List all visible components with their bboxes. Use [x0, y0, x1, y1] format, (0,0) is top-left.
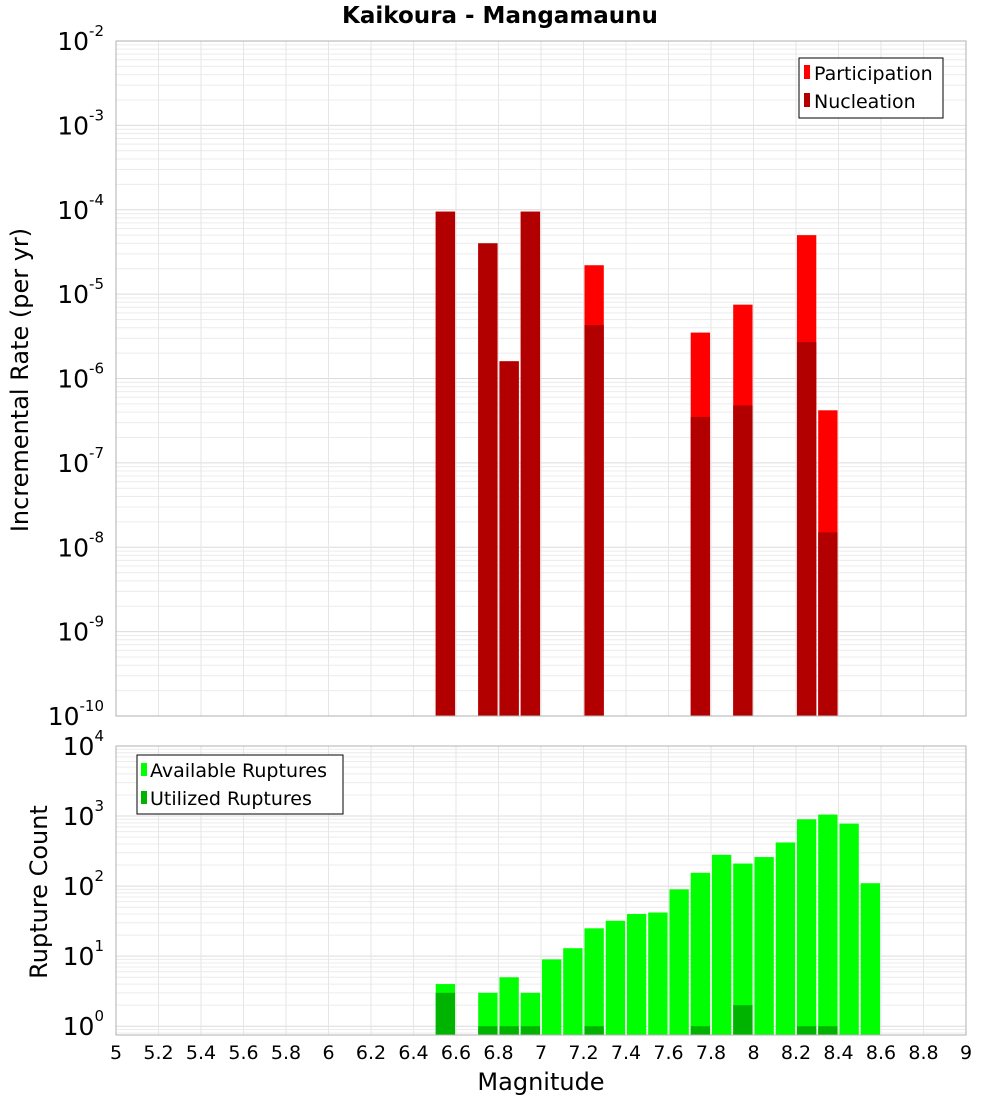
- x-tick-label: 5.4: [186, 1042, 216, 1064]
- x-tick-label: 6.8: [483, 1042, 513, 1064]
- x-tick-label: 5.2: [143, 1042, 173, 1064]
- bottom-y-tick-label: 103: [63, 797, 104, 831]
- top-bar-nucleation-6.85: [499, 361, 519, 716]
- top-legend: Participation Nucleation: [798, 57, 944, 119]
- chart-title: Kaikoura - Mangamaunu: [342, 3, 658, 29]
- legend-swatch-utilized: [141, 791, 147, 804]
- top-chart-bars: [435, 211, 838, 717]
- bottom-bar-available-ruptures-8.55: [860, 883, 881, 1035]
- top-y-tick-label: 10-3: [57, 106, 104, 140]
- bottom-y-axis-label: Rupture Count: [25, 805, 53, 979]
- x-tick-label: 6: [322, 1042, 334, 1064]
- bottom-bar-utilized-ruptures-6.75: [478, 1026, 498, 1035]
- x-tick-label: 8.8: [908, 1042, 938, 1064]
- top-y-tick-label: 10-9: [57, 613, 104, 647]
- bottom-bar-available-ruptures-8.05: [754, 857, 774, 1035]
- bottom-bar-utilized-ruptures-7.75: [690, 1026, 711, 1035]
- top-y-tick-label: 10-2: [57, 22, 104, 56]
- top-y-tick-label: 10-4: [57, 191, 104, 225]
- x-tick-label: 5: [110, 1042, 122, 1064]
- x-tick-label: 6.4: [398, 1042, 428, 1064]
- bottom-bar-utilized-ruptures-7.95: [733, 1005, 753, 1035]
- x-tick-label: 7.8: [696, 1042, 726, 1064]
- x-tick-label: 7.6: [653, 1042, 683, 1064]
- top-bar-nucleation-8.25: [796, 342, 817, 716]
- bottom-bar-utilized-ruptures-7.25: [584, 1026, 604, 1035]
- top-y-tick-label: 10-8: [57, 528, 104, 562]
- legend-label-utilized: Utilized Ruptures: [150, 788, 312, 810]
- bottom-bar-available-ruptures-7.95: [733, 863, 753, 1035]
- bottom-bar-utilized-ruptures-6.85: [499, 1026, 519, 1035]
- bottom-y-tick-label: 102: [63, 867, 104, 901]
- bottom-bar-available-ruptures-7.15: [563, 948, 583, 1035]
- bottom-bar-available-ruptures-6.75: [478, 992, 498, 1035]
- legend-label-participation: Participation: [814, 63, 933, 85]
- bottom-bar-available-ruptures-7.05: [541, 959, 562, 1035]
- legend-label-nucleation: Nucleation: [814, 91, 916, 113]
- legend-swatch-participation: [804, 65, 810, 79]
- x-tick-label: 9: [960, 1042, 972, 1064]
- top-bar-nucleation-7.95: [733, 405, 753, 716]
- bottom-bar-available-ruptures-7.25: [584, 928, 604, 1035]
- top-y-tick-label: 10-7: [57, 444, 104, 478]
- x-tick-label: 6.2: [356, 1042, 386, 1064]
- bottom-bar-utilized-ruptures-6.95: [520, 1026, 541, 1035]
- x-tick-label: 8.6: [866, 1042, 896, 1064]
- x-tick-label: 7: [535, 1042, 547, 1064]
- bottom-legend: Available Ruptures Utilized Ruptures: [136, 754, 344, 815]
- x-tick-labels: 5 5.2 5.4 5.6 5.8 6 6.2 6.4 6.6 6.8 7 7.2 7.4 7.6 7.8 8…: [110, 1042, 972, 1064]
- bottom-plot-frame: [115, 745, 967, 1036]
- x-tick-label: 6.6: [441, 1042, 471, 1064]
- legend-swatch-available: [141, 763, 147, 776]
- bottom-bar-available-ruptures-7.55: [648, 912, 668, 1035]
- bottom-bar-available-ruptures-7.45: [626, 914, 647, 1035]
- x-axis-label: Magnitude: [477, 1068, 604, 1096]
- top-y-tick-label: 10-10: [48, 697, 104, 731]
- top-y-tick-label: 10-6: [57, 360, 104, 394]
- bottom-y-tick-label: 101: [63, 937, 104, 971]
- bottom-bar-available-ruptures-7.85: [711, 854, 732, 1035]
- bottom-y-tick-labels: 100 101 102 103 104: [63, 727, 104, 1041]
- top-bar-nucleation-8.35: [818, 532, 838, 716]
- top-bar-nucleation-6.75: [478, 243, 498, 717]
- bottom-bar-available-ruptures-8.45: [839, 823, 859, 1035]
- top-bar-nucleation-7.75: [690, 416, 711, 716]
- bottom-bar-available-ruptures-8.25: [796, 819, 817, 1035]
- x-tick-label: 8.2: [781, 1042, 811, 1064]
- top-bar-nucleation-6.95: [520, 211, 541, 716]
- bottom-bar-available-ruptures-8.35: [818, 814, 838, 1035]
- bottom-y-tick-label: 104: [63, 727, 104, 761]
- x-tick-label: 8: [747, 1042, 759, 1064]
- top-legend-box: [798, 57, 944, 119]
- bottom-y-tick-label: 100: [63, 1007, 104, 1041]
- bottom-bar-available-ruptures-7.65: [669, 889, 689, 1035]
- bottom-chart-bars: [435, 814, 881, 1035]
- bottom-bar-available-ruptures-6.85: [499, 977, 519, 1035]
- top-y-tick-label: 10-5: [57, 275, 104, 309]
- top-plot-frame: [115, 40, 967, 717]
- x-tick-label: 7.4: [611, 1042, 641, 1064]
- x-tick-label: 8.4: [823, 1042, 853, 1064]
- top-bar-nucleation-7.25: [584, 325, 604, 716]
- bottom-bar-available-ruptures-7.35: [605, 920, 626, 1035]
- legend-swatch-nucleation: [804, 93, 810, 107]
- x-tick-label: 5.8: [271, 1042, 301, 1064]
- x-tick-label: 5.6: [228, 1042, 258, 1064]
- legend-label-available: Available Ruptures: [150, 760, 327, 782]
- bottom-bar-available-ruptures-6.95: [520, 992, 541, 1035]
- top-y-tick-labels: 10-10 10-9 10-8 10-7 10-6 10-5 10-4 10-3 10-2: [48, 22, 104, 731]
- bottom-bar-available-ruptures-7.75: [690, 872, 711, 1035]
- top-chart-grid: [115, 41, 967, 717]
- bottom-bar-utilized-ruptures-8.35: [818, 1026, 838, 1035]
- top-y-axis-label: Incremental Rate (per yr): [6, 228, 34, 532]
- bottom-bar-utilized-ruptures-8.25: [796, 1026, 817, 1035]
- bottom-bar-available-ruptures-8.15: [775, 842, 796, 1035]
- bottom-bar-utilized-ruptures-6.55: [435, 992, 456, 1035]
- top-bar-nucleation-6.55: [435, 211, 456, 716]
- x-tick-label: 7.2: [568, 1042, 598, 1064]
- bottom-legend-box: [136, 754, 344, 815]
